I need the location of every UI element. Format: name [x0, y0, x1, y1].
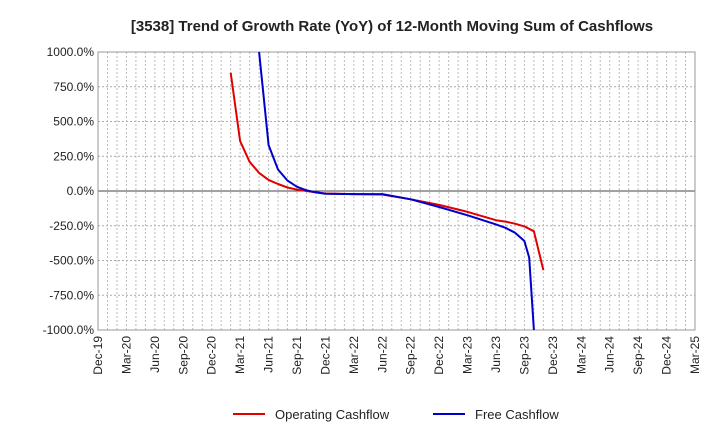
x-tick-label: Jun-21 [262, 336, 276, 373]
x-tick-label: Mar-23 [461, 336, 475, 374]
x-tick-label: Dec-21 [318, 336, 332, 375]
y-tick-label: -750.0% [49, 288, 94, 302]
y-tick-label: 750.0% [53, 80, 94, 94]
y-tick-label: 250.0% [53, 149, 94, 163]
series-lines [229, 51, 545, 331]
x-axis: Dec-19 Mar-20 Jun-20 Sep-20 Dec-20 Mar-21 Jun-… [91, 336, 702, 375]
x-tick-label: Mar-25 [688, 336, 702, 374]
x-tick-label: Sep-21 [290, 336, 304, 375]
x-tick-label: Dec-20 [205, 336, 219, 375]
x-tick-label: Dec-24 [660, 336, 674, 375]
series-line-free-cashflow [258, 51, 535, 331]
chart-title: [3538] Trend of Growth Rate (YoY) of 12-… [131, 18, 653, 35]
x-tick-label: Mar-24 [574, 336, 588, 374]
x-tick-label: Sep-23 [517, 336, 531, 375]
x-tick-label: Jun-22 [375, 336, 389, 373]
y-tick-label: 1000.0% [47, 45, 95, 59]
y-tick-label: -500.0% [49, 254, 94, 268]
x-tick-label: Mar-22 [347, 336, 361, 374]
x-tick-label: Mar-20 [119, 336, 133, 374]
grid [97, 51, 696, 331]
x-tick-label: Sep-20 [176, 336, 190, 375]
y-tick-label: -1000.0% [43, 323, 95, 337]
y-axis: 1000.0% 750.0% 500.0% 250.0% 0.0% -250.0% -500… [43, 45, 95, 337]
x-tick-label: Jun-23 [489, 336, 503, 373]
x-tick-label: Jun-24 [603, 336, 617, 373]
legend: Operating Cashflow Free Cashflow [233, 407, 559, 422]
y-tick-label: 500.0% [53, 115, 94, 129]
plot-frame [97, 51, 696, 331]
x-tick-label: Mar-21 [233, 336, 247, 374]
x-tick-label: Dec-19 [91, 336, 105, 375]
x-tick-label: Dec-22 [432, 336, 446, 375]
x-tick-label: Dec-23 [546, 336, 560, 375]
x-tick-label: Sep-22 [404, 336, 418, 375]
legend-label-free: Free Cashflow [475, 407, 559, 422]
y-tick-label: 0.0% [67, 184, 95, 198]
x-tick-label: Jun-20 [148, 336, 162, 373]
y-tick-label: -250.0% [49, 219, 94, 233]
legend-label-operating: Operating Cashflow [275, 407, 390, 422]
x-tick-label: Sep-24 [631, 336, 645, 375]
